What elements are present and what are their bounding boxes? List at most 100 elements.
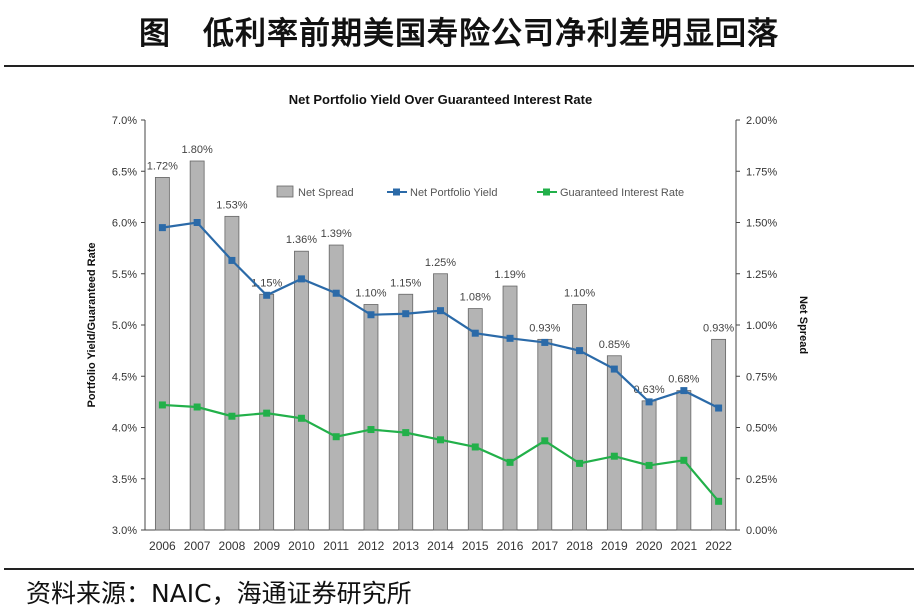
net-spread-bar: [363, 304, 379, 531]
portfolio-yield-point: [158, 224, 166, 232]
x-tick-label: 2021: [671, 539, 698, 553]
guaranteed-rate-point: [541, 437, 549, 445]
guaranteed-rate-point: [506, 458, 514, 466]
net-spread-label: 1.53%: [216, 199, 247, 211]
left-tick-label: 4.0%: [112, 423, 137, 435]
source-note: 资料来源：NAIC，海通证券研究所: [26, 579, 412, 608]
guaranteed-rate-point: [193, 403, 201, 411]
portfolio-yield-point: [680, 387, 688, 395]
x-tick-label: 2011: [323, 539, 349, 553]
portfolio-yield-point: [297, 275, 305, 283]
net-spread-label: 1.08%: [460, 292, 491, 304]
x-tick-label: 2010: [288, 539, 315, 553]
guaranteed-rate-point: [715, 497, 723, 505]
left-tick-label: 7.0%: [112, 115, 137, 127]
portfolio-yield-point: [193, 219, 201, 226]
title-divider: [4, 65, 914, 67]
page-title: 图 低利率前期美国寿险公司净利差明显回落: [139, 16, 779, 52]
net-spread-label: 1.10%: [355, 288, 386, 300]
left-tick-label: 4.5%: [112, 371, 137, 383]
x-tick-label: 2006: [149, 539, 176, 553]
x-tick-label: 2012: [358, 539, 385, 553]
portfolio-yield-point: [471, 329, 479, 337]
portfolio-yield-point: [263, 291, 271, 299]
left-tick-label: 3.5%: [112, 474, 137, 486]
guaranteed-rate-point: [576, 459, 584, 467]
net-spread-label: 1.80%: [182, 144, 213, 156]
net-spread-bar: [606, 355, 622, 531]
net-spread-label: 1.39%: [321, 228, 352, 240]
right-tick-label: 0.00%: [746, 525, 777, 537]
source-divider: [4, 568, 914, 570]
x-tick-label: 2007: [184, 539, 211, 553]
right-tick-label: 0.25%: [746, 474, 777, 486]
x-tick-label: 2018: [566, 539, 593, 553]
right-tick-label: 0.75%: [746, 371, 777, 383]
y-axis-right-title: Net Spread: [797, 296, 809, 354]
guaranteed-rate-point: [367, 426, 375, 434]
guaranteed-rate-point: [228, 412, 236, 420]
portfolio-yield-point: [437, 307, 444, 315]
guaranteed-rate-point: [680, 456, 688, 464]
x-tick-label: 2015: [462, 539, 489, 553]
chart-title: Net Portfolio Yield Over Guaranteed Inte…: [289, 92, 592, 107]
portfolio-yield-point: [541, 338, 549, 346]
guaranteed-rate-point: [332, 433, 340, 441]
legend-swatch-net-spread: [276, 185, 294, 198]
guaranteed-rate-point: [158, 401, 166, 409]
x-tick-label: 2022: [705, 539, 732, 553]
guaranteed-rate-point: [645, 461, 653, 469]
portfolio-yield-point: [332, 289, 340, 297]
net-spread-label: 0.63%: [633, 384, 664, 396]
net-spread-label: 1.19%: [494, 269, 525, 281]
guaranteed-rate-point: [471, 443, 479, 451]
net-spread-label: 0.85%: [599, 339, 630, 351]
net-spread-bar: [572, 304, 587, 531]
net-spread-bar: [433, 273, 448, 531]
portfolio-yield-point: [576, 347, 584, 355]
legend-swatch-guaranteed-marker: [543, 188, 550, 196]
net-spread-label: 1.36%: [286, 234, 317, 246]
legend-label-guaranteed-rate: Guaranteed Interest Rate: [560, 187, 684, 199]
right-tick-label: 1.75%: [746, 166, 777, 178]
net-spread-label: 0.93%: [529, 322, 560, 334]
net-spread-bar: [537, 338, 553, 531]
x-tick-label: 2016: [497, 539, 524, 553]
net-spread-bar: [189, 160, 205, 531]
net-spread-bar: [467, 308, 483, 531]
portfolio-yield-point: [367, 311, 375, 319]
guaranteed-rate-point: [402, 429, 410, 437]
portfolio-yield-point: [715, 404, 723, 412]
guaranteed-rate-point: [263, 409, 271, 417]
net-spread-label: 1.15%: [390, 277, 421, 289]
x-tick-label: 2014: [427, 539, 454, 553]
portfolio-yield-point: [506, 334, 514, 342]
net-spread-bar: [294, 250, 309, 531]
left-tick-label: 6.0%: [112, 218, 137, 230]
x-tick-label: 2009: [253, 539, 280, 553]
left-tick-label: 6.5%: [112, 166, 137, 178]
guaranteed-rate-point: [610, 452, 618, 460]
left-tick-label: 5.5%: [112, 269, 137, 281]
right-tick-label: 0.50%: [746, 423, 777, 435]
guaranteed-rate-point: [297, 414, 305, 422]
legend-label-net-spread: Net Spread: [298, 187, 354, 199]
right-tick-label: 1.50%: [746, 218, 777, 230]
right-tick-label: 2.00%: [746, 115, 777, 127]
net-spread-bar: [154, 177, 170, 531]
y-axis-left-title: Portfolio Yield/Guaranteed Rate: [86, 242, 98, 407]
net-spread-bar: [398, 293, 414, 531]
net-spread-bar: [224, 215, 240, 531]
x-tick-label: 2008: [219, 539, 246, 553]
legend-label-portfolio-yield: Net Portfolio Yield: [410, 187, 497, 199]
x-tick-label: 2019: [601, 539, 628, 553]
net-spread-bar: [502, 285, 518, 531]
net-spread-bar: [711, 338, 727, 531]
right-tick-label: 1.25%: [746, 269, 777, 281]
x-tick-label: 2020: [636, 539, 663, 553]
right-tick-label: 1.00%: [746, 320, 777, 332]
legend-swatch-portfolio-marker: [393, 188, 400, 196]
portfolio-yield-point: [645, 398, 653, 406]
x-tick-label: 2017: [531, 539, 558, 553]
net-spread-label: 1.10%: [564, 288, 595, 300]
